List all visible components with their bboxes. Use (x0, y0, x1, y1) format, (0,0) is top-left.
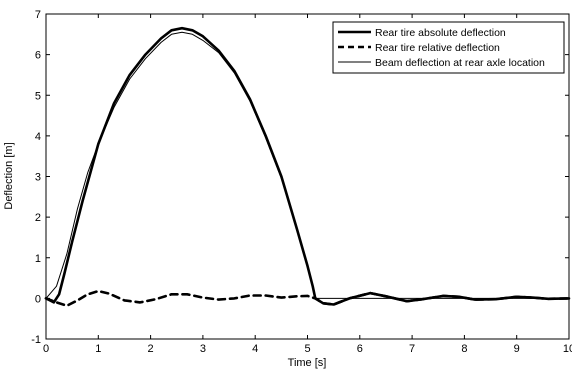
y-tick-label: 1 (35, 253, 41, 265)
x-tick-label: 4 (252, 343, 258, 355)
x-tick-label: 0 (43, 343, 49, 355)
legend: Rear tire absolute deflection Rear tire … (332, 21, 565, 74)
legend-label-beam: Beam deflection at rear axle location (375, 57, 545, 69)
x-axis-label: Time [s] (288, 357, 327, 369)
series-lines (44, 26, 571, 308)
x-tick-label: 1 (95, 343, 101, 355)
x-tick-label: 2 (148, 343, 154, 355)
y-tick-label: 7 (35, 9, 41, 21)
x-tick-label: 10 (563, 343, 572, 355)
y-tick-label: 3 (35, 172, 41, 184)
legend-box (332, 21, 565, 74)
x-axis-ticks: 0 1 2 3 4 5 6 7 8 9 10 (43, 14, 572, 355)
x-tick-label: 3 (200, 343, 206, 355)
y-axis-ticks: -1 0 1 2 3 4 5 6 7 (31, 9, 569, 346)
legend-label-absolute: Rear tire absolute deflection (375, 27, 506, 39)
y-tick-label: 0 (35, 293, 41, 305)
y-tick-label: 5 (35, 90, 41, 102)
x-tick-label: 8 (461, 343, 467, 355)
y-tick-label: 4 (35, 131, 41, 143)
x-tick-label: 9 (514, 343, 520, 355)
y-axis-label: Deflection [m] (3, 142, 15, 209)
x-tick-label: 5 (304, 343, 310, 355)
y-tick-label: 6 (35, 50, 41, 62)
series-line-1 (44, 289, 571, 308)
x-tick-label: 6 (357, 343, 363, 355)
legend-label-relative: Rear tire relative deflection (375, 42, 500, 54)
y-tick-label: 2 (35, 212, 41, 224)
x-tick-label: 7 (409, 343, 415, 355)
y-tick-label: -1 (31, 334, 41, 346)
